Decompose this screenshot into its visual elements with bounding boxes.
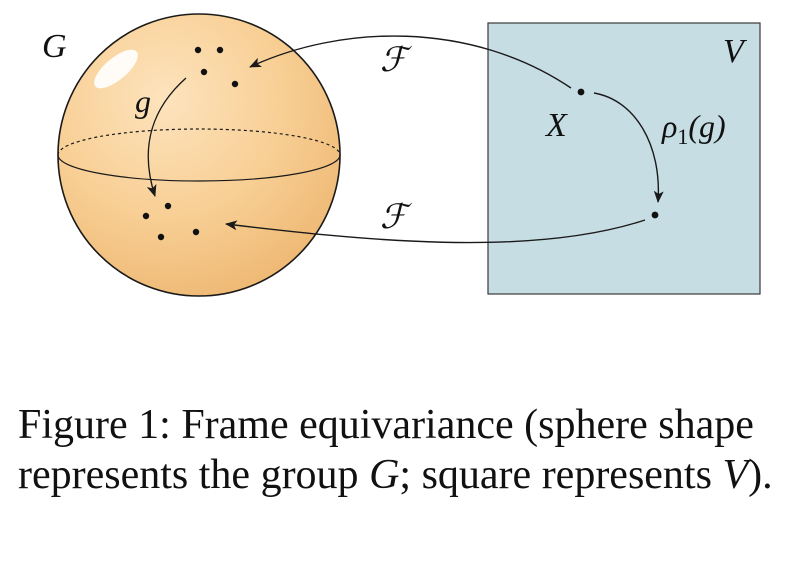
caption-group-symbol: G — [369, 452, 400, 498]
frame-point — [194, 46, 202, 54]
caption-space-symbol: V — [722, 452, 749, 498]
sphere-highlight — [94, 49, 138, 89]
frame-map-label-top: ℱ — [380, 42, 413, 79]
sphere-equator-front — [57, 154, 341, 182]
representation-label: ρ1(g) — [661, 108, 726, 149]
group-sphere — [57, 13, 341, 297]
transformed-input-point — [651, 211, 659, 219]
sphere-equator-back — [57, 128, 341, 156]
transformed-frame-point — [192, 228, 200, 236]
representation-arrow — [593, 92, 664, 203]
group-action-arrow — [146, 77, 187, 197]
group-label: G — [42, 28, 67, 65]
representation-argument: (g) — [688, 108, 725, 144]
frame-point — [200, 68, 208, 76]
caption-suffix: ). — [748, 452, 773, 498]
group-action-label: g — [135, 83, 151, 119]
frame-equivariance-diagram: V G g X ρ1(g) ℱ ℱ — [42, 13, 761, 297]
transformed-frame-point — [142, 212, 150, 220]
frame-point — [216, 46, 224, 54]
frame-map-arrow-bottom — [225, 219, 646, 244]
caption-prefix: Figure 1: Frame equivariance (sphere sha… — [18, 402, 754, 498]
frame-map-label-bottom: ℱ — [380, 199, 413, 236]
frame-map-arrow-top — [249, 35, 572, 89]
frame-point — [231, 80, 239, 88]
representation-subscript: 1 — [677, 124, 688, 149]
input-label: X — [544, 107, 568, 144]
input-point — [577, 88, 585, 96]
figure-caption: Figure 1: Frame equivariance (sphere sha… — [18, 400, 808, 500]
representation-rho: ρ — [661, 108, 677, 144]
vector-space-square — [487, 22, 761, 295]
caption-middle: ; square represents — [399, 452, 723, 498]
transformed-frame-point — [164, 202, 172, 210]
transformed-frame-point — [157, 233, 165, 241]
